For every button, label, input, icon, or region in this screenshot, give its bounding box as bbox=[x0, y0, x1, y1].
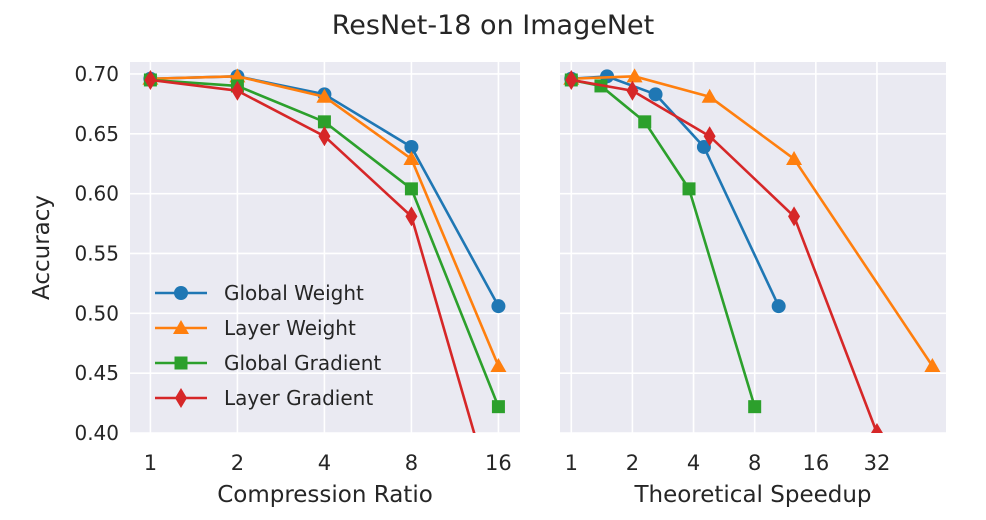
x-tick-label: 2 bbox=[231, 451, 244, 475]
data-point bbox=[626, 68, 643, 83]
legend-item-global-weight: Global Weight bbox=[155, 281, 364, 305]
x-tick-label: 32 bbox=[864, 451, 891, 475]
data-point bbox=[491, 400, 505, 414]
panel-theoretical-speedup: 1 2 4 8 16 32 Theoretical Speedup bbox=[560, 62, 946, 508]
legend-item-layer-weight: Layer Weight bbox=[155, 316, 356, 340]
x-tick-label: 8 bbox=[405, 451, 418, 475]
y-tick-label: 0.50 bbox=[74, 301, 119, 325]
x-axis-label: Theoretical Speedup bbox=[633, 482, 871, 508]
data-point bbox=[403, 150, 420, 165]
legend-label: Global Gradient bbox=[224, 351, 381, 375]
x-tick-label: 2 bbox=[626, 451, 639, 475]
data-point bbox=[703, 126, 716, 147]
y-tick-label: 0.40 bbox=[74, 421, 119, 445]
figure-title: ResNet-18 on ImageNet bbox=[331, 10, 655, 41]
data-point bbox=[682, 182, 696, 196]
grid bbox=[130, 62, 520, 434]
x-tick-label: 4 bbox=[687, 451, 700, 475]
x-tick-label: 1 bbox=[144, 451, 157, 475]
data-point bbox=[626, 80, 639, 101]
data-point bbox=[565, 69, 578, 90]
x-tick-label: 8 bbox=[748, 451, 761, 475]
data-point bbox=[748, 400, 762, 414]
y-tick-label: 0.55 bbox=[74, 241, 119, 265]
data-point bbox=[924, 357, 941, 372]
y-tick-label: 0.70 bbox=[74, 62, 119, 86]
y-axis-label: Accuracy bbox=[29, 195, 55, 300]
data-point bbox=[144, 69, 157, 90]
data-point bbox=[701, 88, 718, 103]
series-group bbox=[142, 68, 507, 433]
data-point bbox=[490, 357, 507, 372]
data-point bbox=[870, 423, 883, 433]
panel-compression-ratio: 1 2 4 8 16 Compression Ratio 0.40 0.45 0.50 0.55 0… bbox=[29, 62, 520, 508]
legend-label: Global Weight bbox=[224, 281, 364, 305]
data-point bbox=[491, 299, 506, 314]
data-point bbox=[788, 206, 801, 227]
legend: Global Weight Layer Weight Global Gradient… bbox=[155, 281, 381, 410]
data-point bbox=[405, 206, 418, 227]
legend-marker bbox=[174, 286, 188, 300]
data-point bbox=[648, 87, 663, 102]
data-point bbox=[771, 299, 786, 314]
series-layer-gradient bbox=[565, 69, 883, 433]
legend-marker bbox=[175, 388, 187, 408]
data-point bbox=[229, 68, 246, 83]
x-axis-label: Compression Ratio bbox=[217, 482, 433, 508]
x-tick-label: 16 bbox=[485, 451, 512, 475]
data-point bbox=[317, 115, 331, 129]
series-layer-gradient bbox=[144, 69, 476, 433]
y-tick-label: 0.45 bbox=[74, 361, 119, 385]
y-tick-label: 0.60 bbox=[74, 182, 119, 206]
data-point bbox=[696, 139, 711, 154]
data-point bbox=[786, 150, 803, 165]
grid bbox=[560, 62, 946, 434]
plot-background bbox=[560, 62, 946, 433]
x-tick-label: 1 bbox=[565, 451, 578, 475]
data-point bbox=[318, 126, 331, 147]
legend-item-global-gradient: Global Gradient bbox=[155, 351, 381, 375]
legend-marker bbox=[174, 356, 188, 370]
y-tick-label: 0.65 bbox=[74, 122, 119, 146]
data-point bbox=[231, 80, 244, 101]
legend-marker bbox=[173, 320, 189, 334]
data-point bbox=[316, 88, 333, 103]
x-tick-label: 4 bbox=[318, 451, 331, 475]
data-point bbox=[404, 182, 418, 196]
legend-label: Layer Weight bbox=[224, 316, 356, 340]
data-point bbox=[638, 115, 652, 129]
x-tick-label: 16 bbox=[802, 451, 829, 475]
series-group bbox=[563, 68, 941, 433]
legend-item-layer-gradient: Layer Gradient bbox=[155, 386, 373, 410]
data-point bbox=[404, 139, 419, 154]
legend-label: Layer Gradient bbox=[224, 386, 373, 410]
